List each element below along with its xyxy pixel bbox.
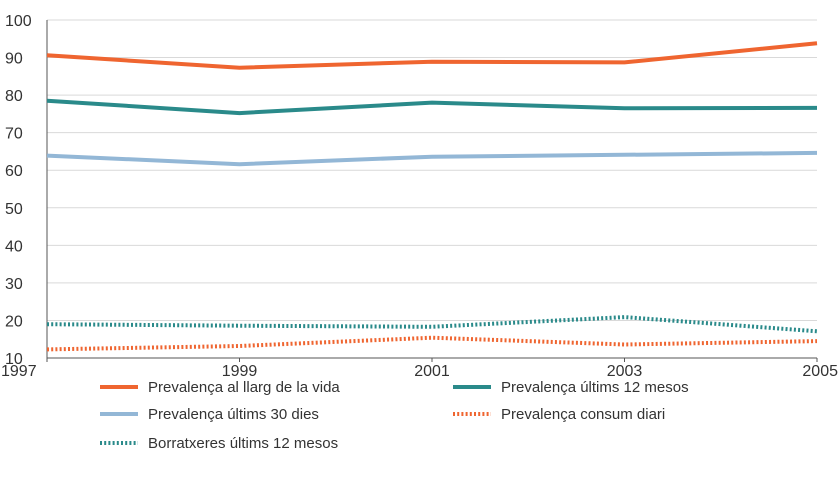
grid-lines — [46, 19, 817, 359]
legend-label: Prevalença últims 30 dies — [148, 406, 319, 423]
y-tick-label: 100 — [5, 13, 32, 30]
series-line-1 — [46, 98, 818, 116]
x-tick-label: 1997 — [1, 363, 37, 380]
series-line-3 — [46, 335, 818, 352]
y-axis: 10 20 30 40 50 60 70 80 90 100 — [5, 13, 32, 368]
y-tick-label: 60 — [5, 163, 23, 180]
series-lines — [46, 41, 818, 352]
series-line-0 — [46, 41, 818, 70]
x-axis: 1997 1999 2001 2003 2005 — [1, 358, 838, 380]
x-tick-label: 2003 — [607, 363, 643, 380]
y-tick-label: 50 — [5, 201, 23, 218]
x-tick-label: 1999 — [222, 363, 258, 380]
legend-label: Borratxeres últims 12 mesos — [148, 435, 338, 452]
series-line-2 — [46, 150, 818, 167]
y-tick-label: 40 — [5, 238, 23, 255]
legend-label: Prevalença últims 12 mesos — [501, 379, 689, 396]
y-tick-label: 20 — [5, 313, 23, 330]
legend: Prevalença al llarg de la vida Prevalença… — [100, 379, 689, 452]
y-tick-label: 30 — [5, 276, 23, 293]
y-tick-label: 90 — [5, 51, 23, 68]
y-tick-label: 10 — [5, 351, 23, 368]
y-tick-label: 70 — [5, 126, 23, 143]
x-tick-label: 2005 — [802, 363, 838, 380]
legend-label: Prevalença consum diari — [501, 406, 665, 423]
y-tick-label: 80 — [5, 88, 23, 105]
series-line-4 — [46, 315, 818, 334]
legend-label: Prevalença al llarg de la vida — [148, 379, 340, 396]
x-tick-label: 2001 — [414, 363, 450, 380]
